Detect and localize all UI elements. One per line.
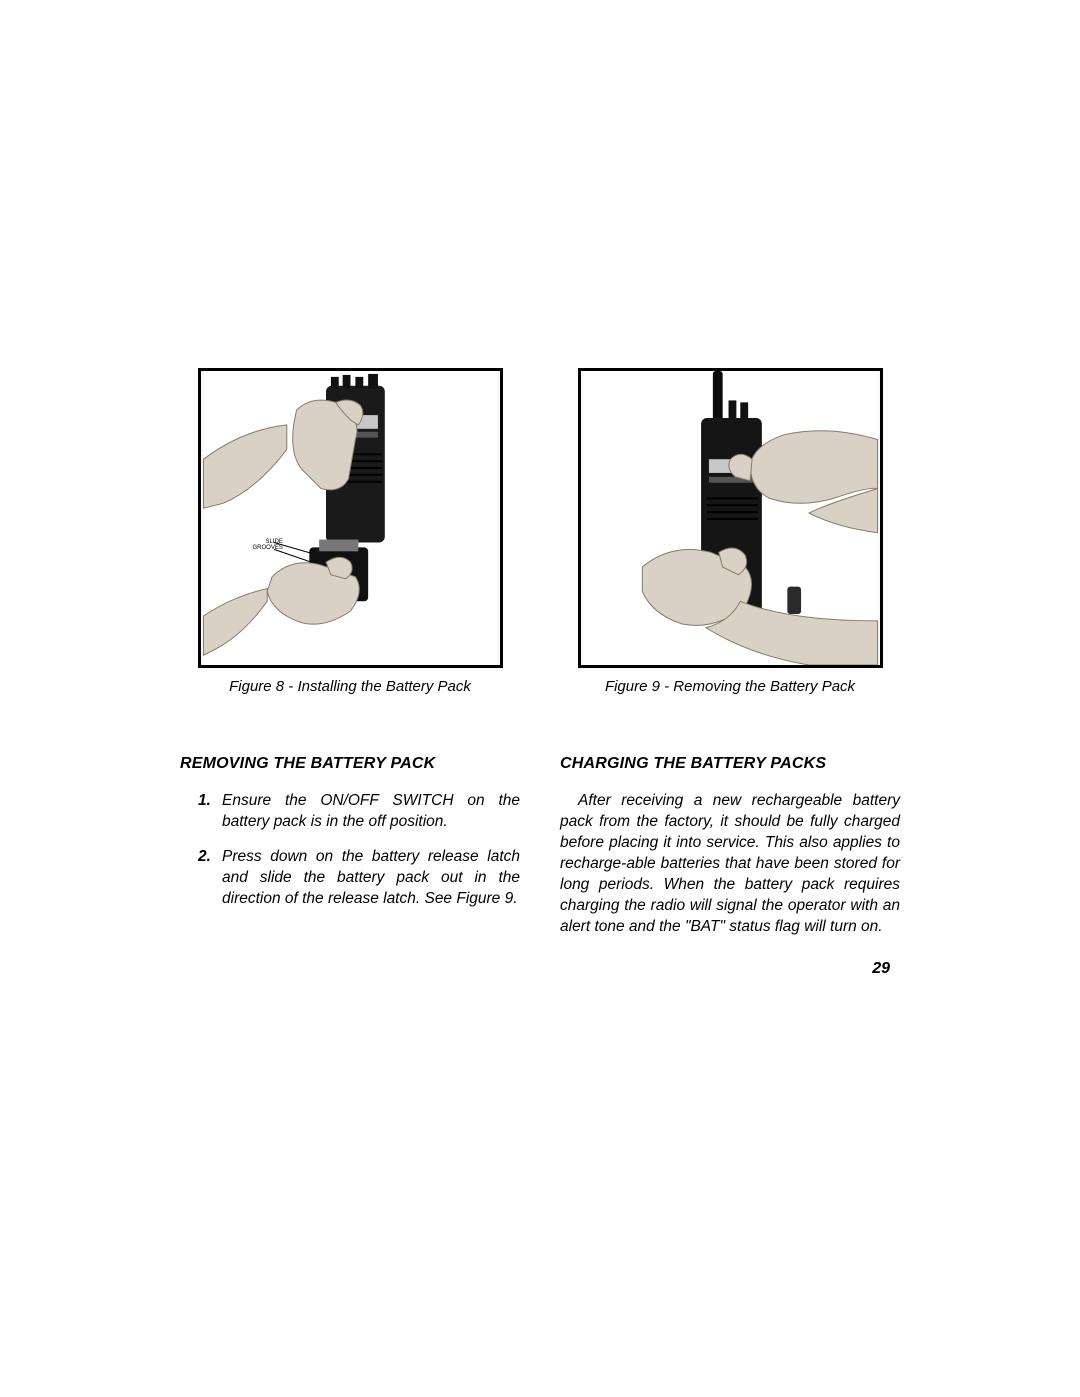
list-number-2: 2.	[198, 847, 222, 910]
figure-9-caption: Figure 9 - Removing the Battery Pack	[560, 678, 900, 695]
figure-8-box: SLIDE GROOVES	[198, 368, 503, 668]
two-column-layout: SLIDE GROOVES Figure 8 - Installing the …	[180, 368, 900, 937]
list-text-1: Ensure the ON/OFF SWITCH on the battery …	[222, 791, 520, 833]
manual-page: SLIDE GROOVES Figure 8 - Installing the …	[0, 0, 1080, 1397]
list-item: 1. Ensure the ON/OFF SWITCH on the batte…	[180, 791, 520, 833]
list-text-2: Press down on the battery release latch …	[222, 847, 520, 910]
list-item: 2. Press down on the battery release lat…	[180, 847, 520, 910]
slide-grooves-label: SLIDE GROOVES	[253, 539, 283, 551]
figure-8-caption: Figure 8 - Installing the Battery Pack	[180, 678, 520, 695]
slide-label-line2: GROOVES	[253, 545, 283, 551]
figure-9-box	[578, 368, 883, 668]
charging-paragraph: After receiving a new rechargeable batte…	[560, 791, 900, 937]
figure-8-illustration	[201, 371, 500, 665]
removing-heading: REMOVING THE BATTERY PACK	[180, 755, 520, 773]
figure-9-illustration	[581, 371, 880, 665]
right-column: Figure 9 - Removing the Battery Pack CHA…	[560, 368, 900, 937]
charging-heading: CHARGING THE BATTERY PACKS	[560, 755, 900, 773]
page-number: 29	[872, 960, 890, 978]
left-column: SLIDE GROOVES Figure 8 - Installing the …	[180, 368, 520, 937]
list-number-1: 1.	[198, 791, 222, 833]
